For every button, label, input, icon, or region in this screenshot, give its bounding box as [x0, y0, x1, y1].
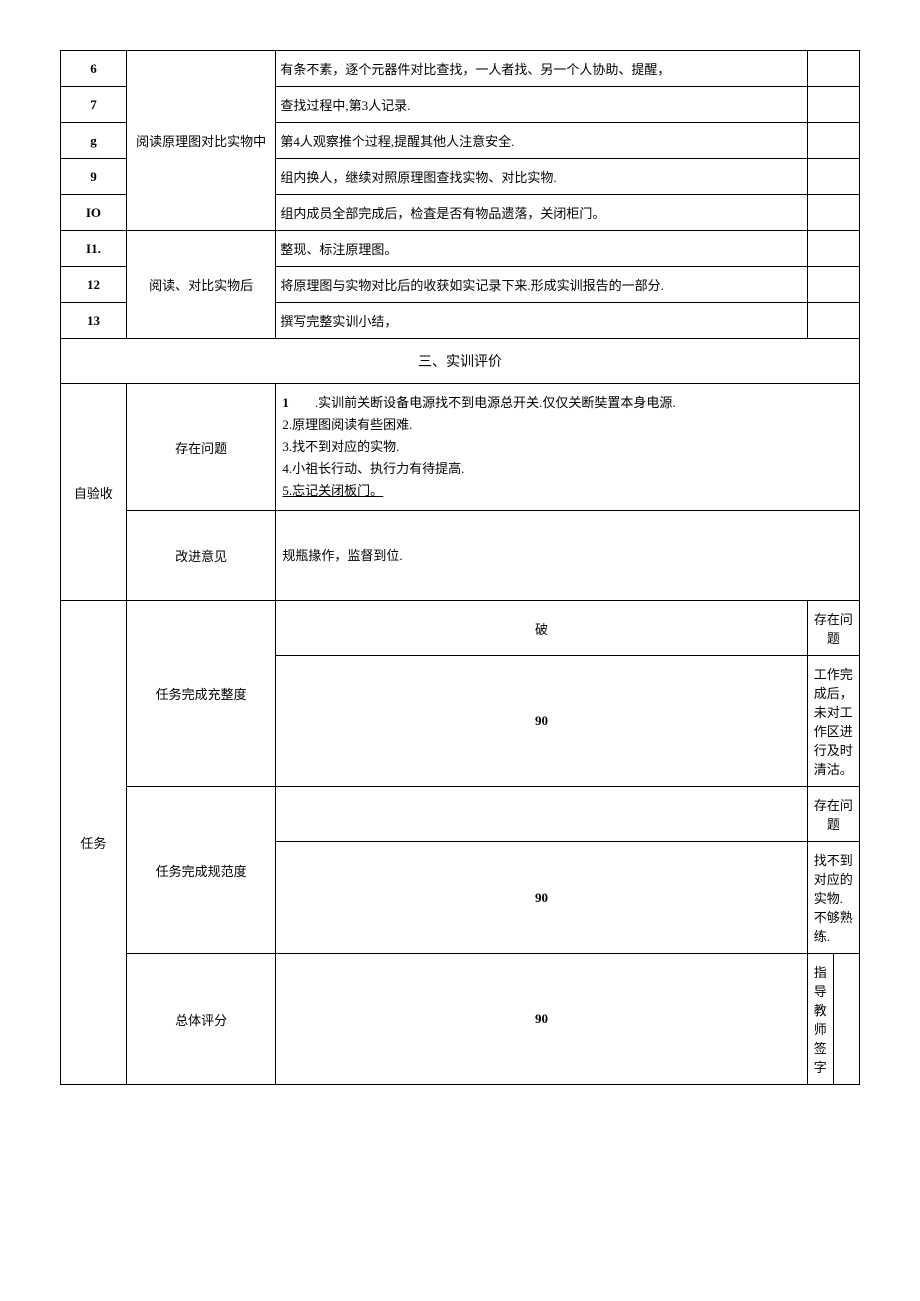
mark-cell — [807, 51, 859, 87]
problems-content: 1 .实训前关断设备电源找不到电源总开关.仅仅关断奘置本身电源. 2.原理图阅读… — [276, 384, 860, 511]
problem-text: 5.忘记关闭板门。 — [282, 480, 853, 502]
table-row: I1. 阅读、对比实物后 整现、标注原理图。 — [61, 231, 860, 267]
improve-label: 改进意见 — [126, 511, 276, 601]
stage-label: 阅读原理图对比实物中 — [126, 51, 276, 231]
mark-cell — [807, 87, 859, 123]
task-label: 任务 — [61, 601, 127, 1085]
mark-cell — [807, 303, 859, 339]
table-row: 改进意见 规瓶掾作，监督到位. — [61, 511, 860, 601]
problem-header: 存在问题 — [807, 601, 859, 656]
improve-content: 规瓶掾作，监督到位. — [276, 511, 860, 601]
step-number: 12 — [61, 267, 127, 303]
score-header-2 — [276, 787, 807, 842]
problem-text: 3.找不到对应的实物. — [282, 436, 853, 458]
score-header: 破 — [276, 601, 807, 656]
standard-score: 90 — [276, 842, 807, 954]
standard-problem: 找不到对应的实物.不够熟练. — [807, 842, 859, 954]
table-row: 任务完成规范度 存在问题 — [61, 787, 860, 842]
step-content: 组内换人，继续对照原理图查找实物、对比实物. — [276, 159, 807, 195]
step-content: 组内成员全部完成后，检査是否有物品遗落，关闭柜门。 — [276, 195, 807, 231]
step-number: 13 — [61, 303, 127, 339]
problem-num: 1 — [282, 395, 289, 410]
completeness-score: 90 — [276, 656, 807, 787]
mark-cell — [807, 123, 859, 159]
step-content: 撰写完整实训小结， — [276, 303, 807, 339]
table-row: 任务 任务完成充整度 破 存在问题 — [61, 601, 860, 656]
mark-cell — [807, 159, 859, 195]
standard-label: 任务完成规范度 — [126, 787, 276, 954]
training-report-table: 6 阅读原理图对比实物中 有条不素，逐个元器件对比查找，一人者找、另一个人协助、… — [60, 50, 860, 1085]
section-title: 三、实训评价 — [61, 339, 860, 384]
self-check-label: 自验收 — [61, 384, 127, 601]
step-number: I1. — [61, 231, 127, 267]
table-row: 6 阅读原理图对比实物中 有条不素，逐个元器件对比查找，一人者找、另一个人协助、… — [61, 51, 860, 87]
completeness-label: 任务完成充整度 — [126, 601, 276, 787]
table-row: 总体评分 90 指导教师签字 — [61, 954, 860, 1085]
step-content: 查找过程中,第3人记录. — [276, 87, 807, 123]
problem-text: 2.原理图阅读有些困难. — [282, 414, 853, 436]
step-content: 第4人观察推个过程,提醒其他人注意安全. — [276, 123, 807, 159]
step-number: IO — [61, 195, 127, 231]
table-row: 自验收 存在问题 1 .实训前关断设备电源找不到电源总开关.仅仅关断奘置本身电源… — [61, 384, 860, 511]
total-score: 90 — [276, 954, 807, 1085]
sign-row: 指导教师签字 — [807, 954, 859, 1085]
sign-label: 指导教师签字 — [808, 954, 834, 1084]
step-number: 6 — [61, 51, 127, 87]
step-content: 有条不素，逐个元器件对比查找，一人者找、另一个人协助、提醒， — [276, 51, 807, 87]
problems-label: 存在问题 — [126, 384, 276, 511]
section-header-row: 三、实训评价 — [61, 339, 860, 384]
step-number: 9 — [61, 159, 127, 195]
step-content: 将原理图与实物对比后的收获如实记录下来.形成实训报告的一部分. — [276, 267, 807, 303]
mark-cell — [807, 267, 859, 303]
mark-cell — [807, 195, 859, 231]
stage-label: 阅读、对比实物后 — [126, 231, 276, 339]
step-number: g — [61, 123, 127, 159]
problem-text: .实训前关断设备电源找不到电源总开关.仅仅关断奘置本身电源. — [315, 395, 676, 410]
mark-cell — [807, 231, 859, 267]
step-number: 7 — [61, 87, 127, 123]
step-content: 整现、标注原理图。 — [276, 231, 807, 267]
sign-value — [833, 954, 859, 1084]
completeness-problem: 工作完成后，未对工作区进行及时清沽。 — [807, 656, 859, 787]
problem-text: 4.小祖长行动、执行力有待提高. — [282, 458, 853, 480]
total-label: 总体评分 — [126, 954, 276, 1085]
problem-header-2: 存在问题 — [807, 787, 859, 842]
